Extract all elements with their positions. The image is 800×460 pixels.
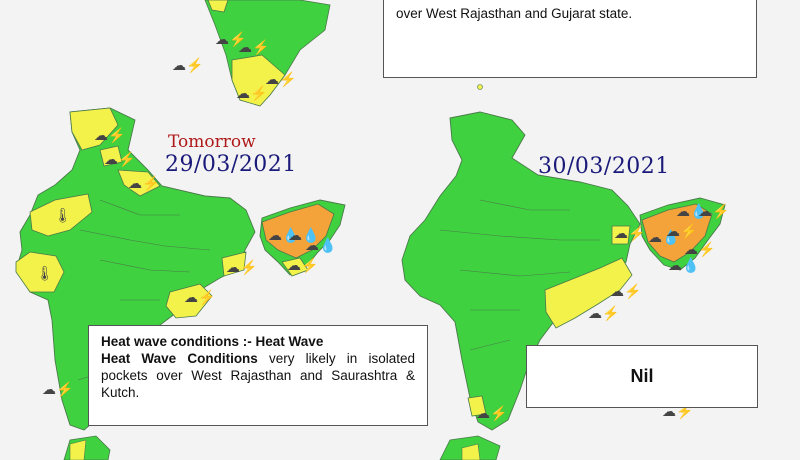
thunderstorm-icon: ☁⚡: [588, 305, 620, 321]
heatwave-heading: Heat wave conditions :-: [101, 334, 252, 349]
thunderstorm-icon: ☁⚡: [184, 289, 216, 305]
thunderstorm-icon: ☁⚡: [614, 225, 646, 241]
thunderstorm-icon: ☁⚡: [172, 57, 204, 73]
rain-cloud-icon: ☁💧: [288, 227, 320, 243]
day3-note-box: Nil: [526, 345, 758, 408]
day3-india-map: [401, 111, 726, 431]
thunderstorm-icon: ☁⚡: [265, 71, 297, 87]
thunderstorm-icon: ☁⚡: [238, 39, 270, 55]
thunderstorm-icon: ☁⚡: [236, 85, 268, 101]
thermometer-icon: 🌡: [36, 265, 54, 281]
day2-india-map: [15, 107, 346, 431]
thermometer-icon: 🌡: [54, 207, 72, 223]
bottom-partial-maps: [63, 435, 501, 460]
island-marker: [477, 84, 483, 90]
thunderstorm-icon: ☁⚡: [215, 31, 247, 47]
thunderstorm-icon: ☁⚡: [42, 381, 74, 397]
rain-cloud-icon: ☁💧: [676, 203, 708, 219]
day3-date-label: 30/03/2021: [538, 154, 670, 179]
thunderstorm-icon: ☁⚡: [666, 223, 698, 239]
rain-cloud-icon: ☁💧: [668, 257, 700, 273]
thunderstorm-icon: ☁⚡: [94, 127, 126, 143]
thunderstorm-icon: ☁⚡: [684, 241, 716, 257]
thunderstorm-icon: ☁⚡: [610, 283, 642, 299]
tomorrow-label: Tomorrow: [168, 132, 256, 152]
thunderstorm-icon: ☁⚡: [698, 203, 730, 219]
day2-heatwave-note-box: Heat wave conditions :- Heat Wave Heat W…: [88, 325, 428, 426]
heatwave-lead: Heat Wave: [255, 334, 324, 349]
rain-cloud-icon: ☁💧: [305, 237, 337, 253]
thunderstorm-icon: ☁⚡: [104, 151, 136, 167]
thunderstorm-icon: ☁⚡: [476, 405, 508, 421]
top-left-map: [204, 0, 331, 107]
heatwave-body: very likely in isolated pockets over Wes…: [101, 351, 415, 400]
rain-cloud-icon: ☁💧: [268, 227, 300, 243]
thunderstorm-icon: ☁⚡: [287, 257, 319, 273]
thunderstorm-icon: ☁⚡: [128, 175, 160, 191]
day3-note-text: Nil: [630, 366, 654, 386]
heatwave-bold: Heat Wave Conditions: [101, 351, 258, 366]
thunderstorm-icon: ☁⚡: [226, 259, 258, 275]
day2-date-label: 29/03/2021: [165, 152, 297, 177]
top-right-note-text: over West Rajasthan and Gujarat state.: [396, 6, 633, 21]
top-right-note-box: over West Rajasthan and Gujarat state.: [383, 0, 757, 78]
rain-cloud-icon: ☁💧: [648, 229, 680, 245]
